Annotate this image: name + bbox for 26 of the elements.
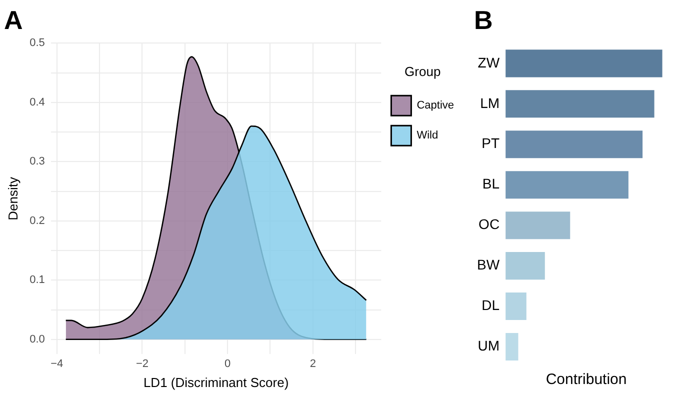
chart-title: A: [4, 4, 23, 35]
y-tick-label: 0.1: [30, 274, 45, 286]
x-axis-title: Contribution: [546, 371, 627, 388]
y-tick-label: BW: [476, 256, 500, 273]
y-tick-label: OC: [478, 216, 500, 232]
legend-label: Wild: [416, 130, 438, 142]
legend-label: Captive: [416, 100, 454, 112]
x-axis-title: LD1 (Discriminant Score): [143, 374, 289, 390]
chart-title: B: [474, 4, 493, 35]
y-tick-label: 0.5: [30, 37, 45, 50]
y-axis-title: Density: [5, 176, 20, 220]
y-tick-label: 0.4: [30, 96, 45, 108]
y-tick-label: LM: [480, 94, 500, 111]
y-tick-label: DL: [482, 297, 500, 314]
y-tick-label: 0.3: [30, 156, 45, 168]
x-tick-label: 2: [310, 358, 316, 370]
y-tick-label: 0.2: [30, 214, 45, 227]
y-tick-label: UM: [478, 338, 500, 354]
x-tick-label: −2: [136, 358, 148, 370]
legend-title: Group: [404, 64, 441, 80]
y-tick-label: 0.0: [30, 333, 45, 346]
x-tick-label: −4: [50, 358, 64, 370]
y-tick-label: ZW: [478, 54, 500, 70]
y-tick-label: BL: [482, 176, 500, 192]
x-tick-label: 0: [224, 358, 231, 370]
y-tick-label: PT: [482, 135, 500, 152]
